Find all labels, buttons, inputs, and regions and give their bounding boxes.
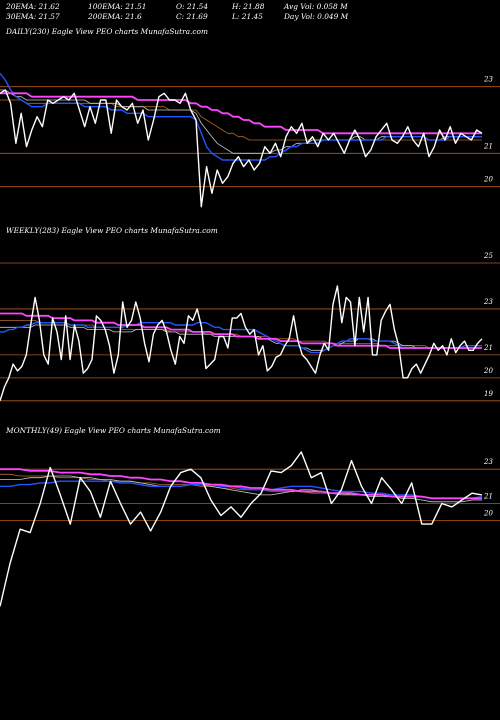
y-tick-label: 23	[483, 76, 493, 84]
avg-vol-readout: Avg Vol: 0.058 M	[284, 2, 348, 11]
panel-1: 25 23 21 20 19	[0, 252, 500, 402]
ema-grey-line	[0, 89, 482, 154]
low-readout: L: 21.45	[232, 12, 263, 21]
weekly-panel-label: WEEKLY(283) Eagle View PEO charts Munafa…	[6, 226, 218, 235]
close-readout: C: 21.69	[176, 12, 208, 21]
y-tick-label: 20	[483, 367, 493, 375]
indicator-header: 20EMA: 21.62 100EMA: 21.51 O: 21.54 H: 2…	[0, 0, 500, 24]
y-tick-label: 23	[483, 298, 493, 306]
high-readout: H: 21.88	[232, 2, 265, 11]
price-line	[0, 451, 483, 607]
ema-magenta-line	[0, 92, 482, 135]
ema-blue-line	[0, 480, 483, 499]
price-line	[0, 89, 483, 208]
y-tick-label: 23	[483, 458, 493, 466]
y-tick-label: 20	[483, 510, 493, 518]
panel-0: 23 21 20	[0, 72, 500, 208]
ema20-readout: 20EMA: 21.62	[6, 2, 60, 11]
y-tick-label: 25	[483, 252, 493, 260]
ema-grey-line	[0, 475, 482, 503]
y-tick-label: 21	[483, 142, 493, 150]
y-tick-label: 19	[484, 390, 493, 398]
monthly-panel-label: MONTHLY(49) Eagle View PEO charts Munafa…	[6, 426, 221, 435]
y-tick-label: 21	[483, 492, 493, 500]
ema-magenta-line	[0, 312, 482, 349]
daily-panel-label: DAILY(230) Eagle View PEO charts MunafaS…	[6, 27, 208, 36]
day-vol-readout: Day Vol: 0.049 M	[284, 12, 349, 21]
ema200-readout: 200EMA: 21.6	[88, 12, 142, 21]
price-line	[0, 285, 483, 402]
y-tick-label: 21	[483, 344, 493, 352]
y-tick-label: 20	[483, 176, 493, 184]
panel-2: 23 21 20	[0, 451, 500, 607]
ema-magenta-line	[0, 468, 482, 500]
open-readout: O: 21.54	[176, 2, 209, 11]
ema30-readout: 30EMA: 21.57	[6, 12, 60, 21]
ema100-readout: 100EMA: 21.51	[88, 2, 147, 11]
